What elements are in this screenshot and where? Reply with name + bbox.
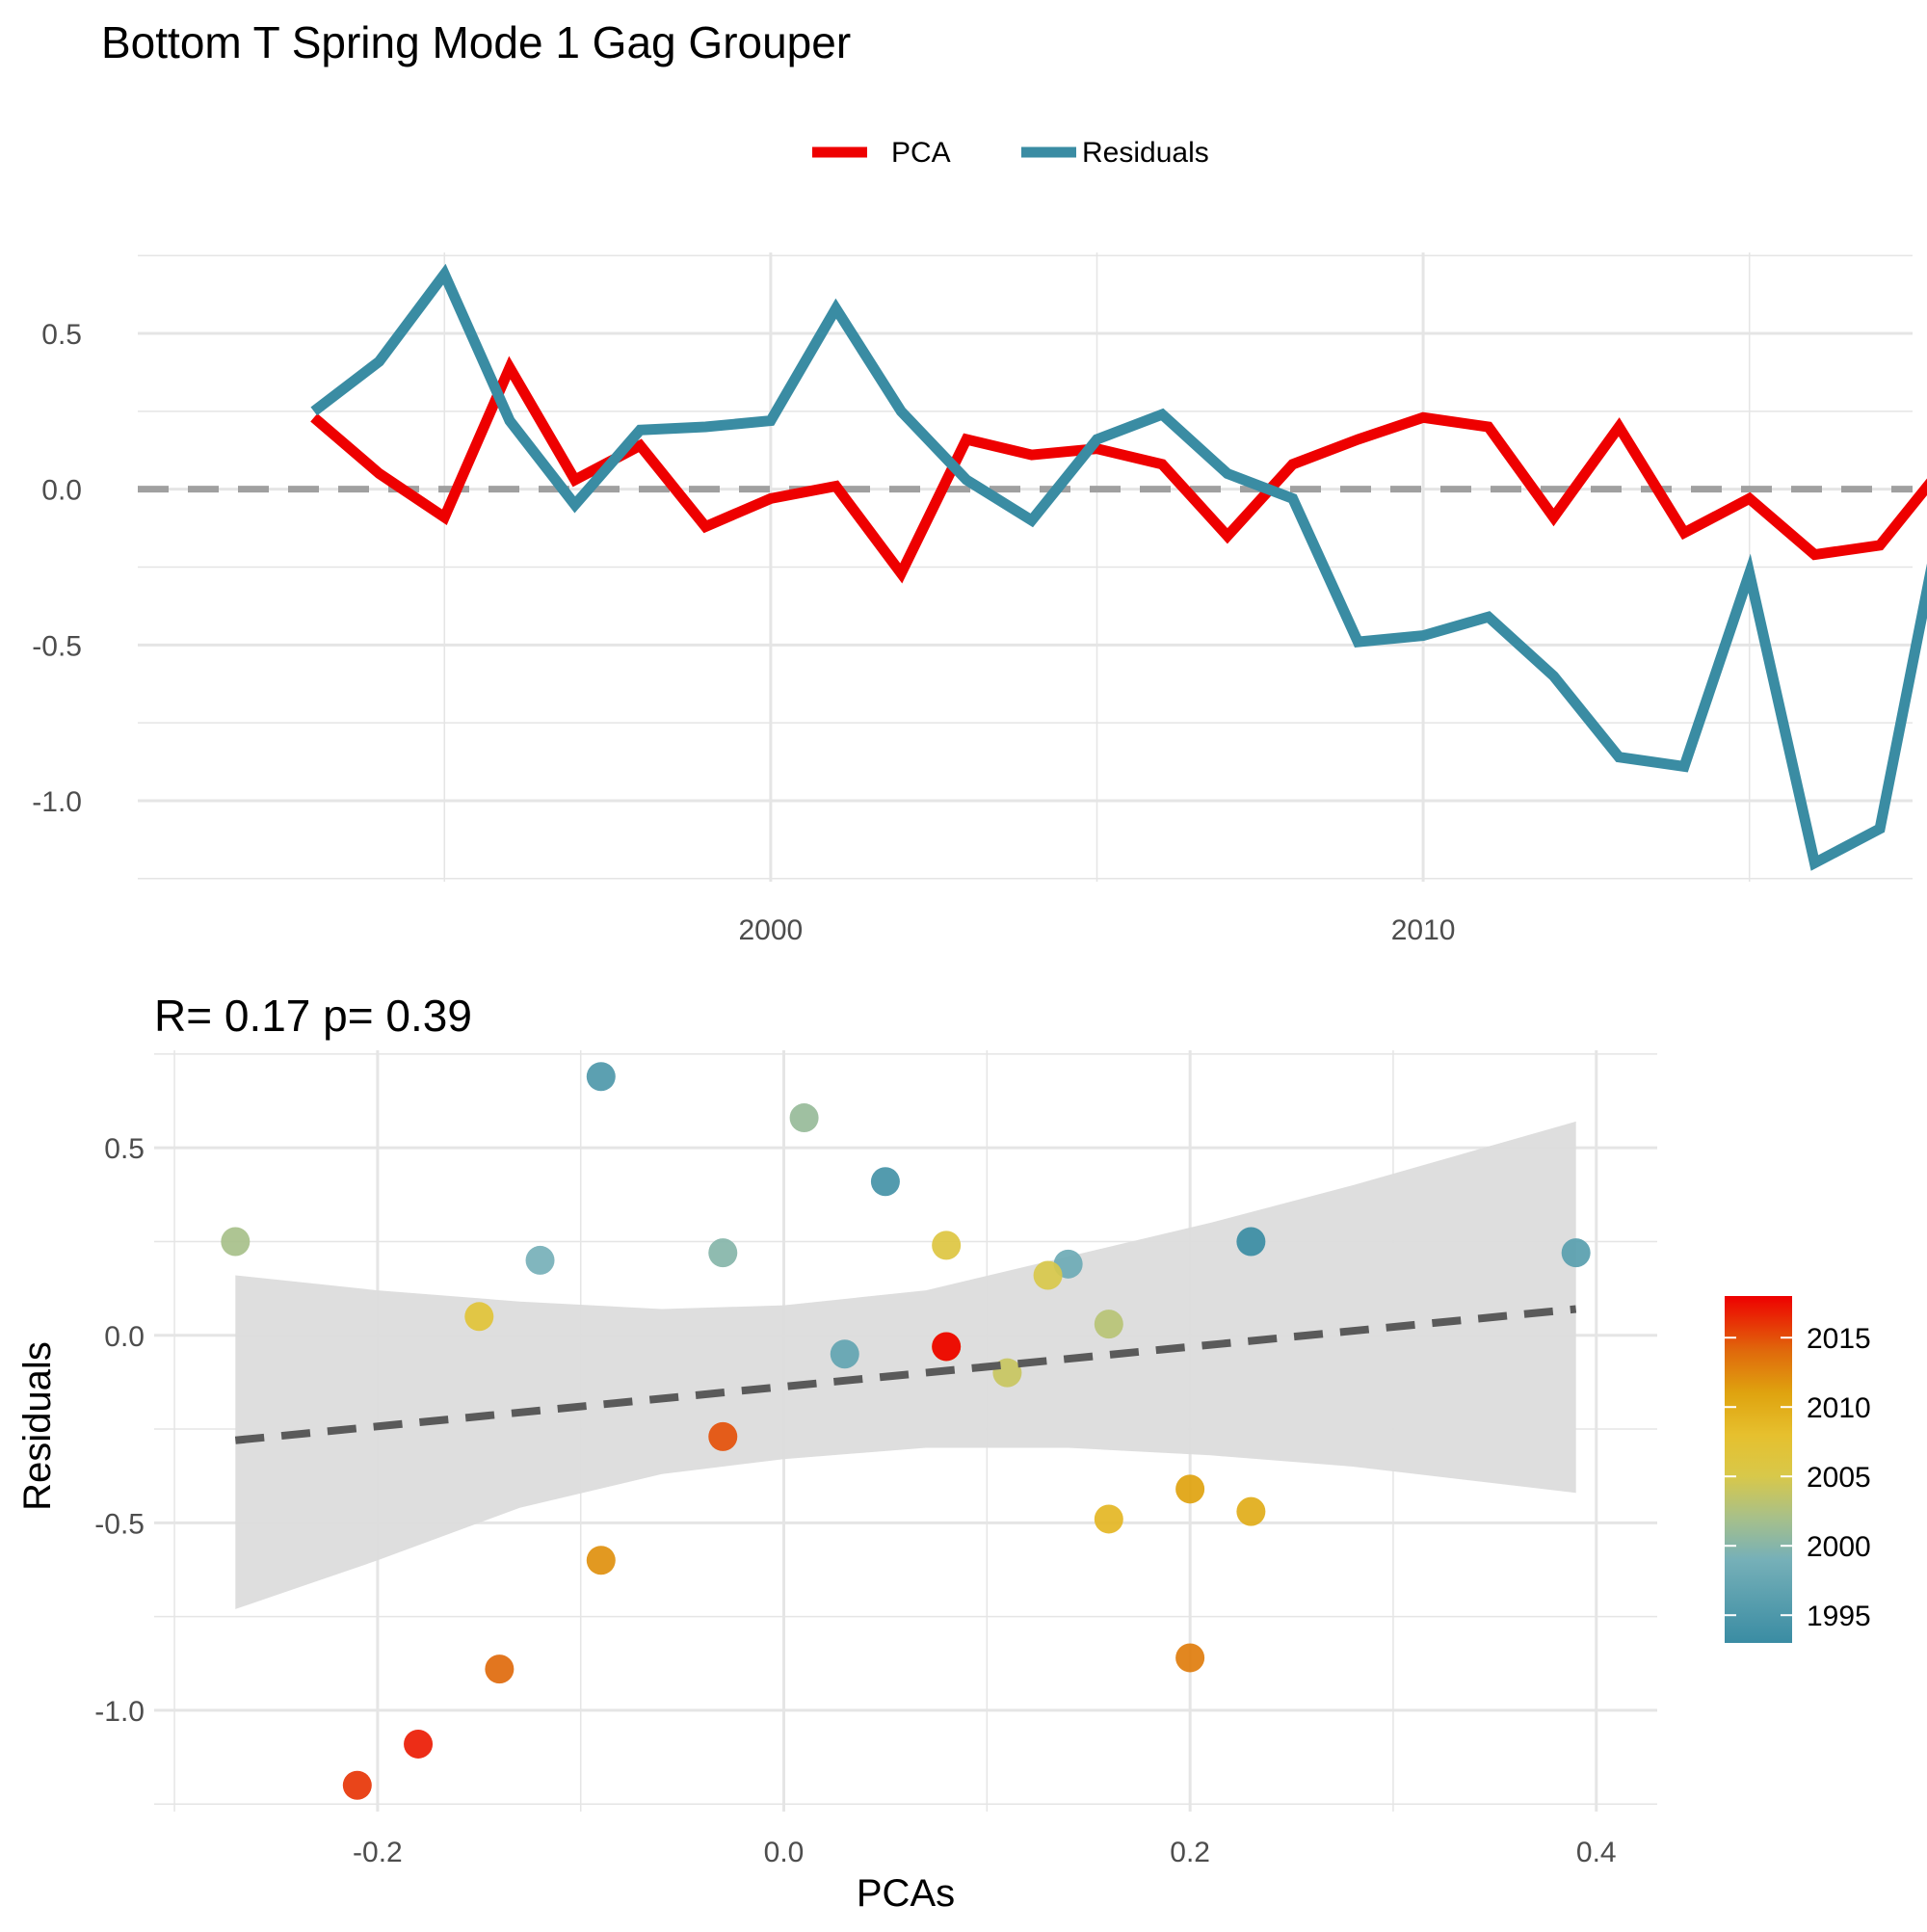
scatter-point: [525, 1245, 555, 1275]
confidence-band: [235, 1121, 1576, 1609]
scatter-point: [1561, 1238, 1591, 1268]
scatter-point: [932, 1231, 962, 1260]
scatter-point: [1175, 1643, 1205, 1673]
scatter-point: [1236, 1496, 1266, 1526]
scatter-point: [1236, 1227, 1266, 1257]
line-y-tick-label: -1.0: [32, 786, 82, 818]
scatter-point: [1094, 1504, 1123, 1534]
scatter-point: [870, 1167, 900, 1197]
scatter-y-tick-label: -1.0: [94, 1696, 145, 1728]
legend-label-pca: PCA: [891, 137, 951, 169]
figure-title: Bottom T Spring Mode 1 Gag Grouper: [101, 17, 851, 67]
legend-label-residuals: Residuals: [1082, 137, 1209, 169]
line-y-tick-label: 0.5: [41, 319, 82, 351]
scatter-y-tick-label: 0.5: [104, 1133, 145, 1165]
scatter-point: [932, 1332, 962, 1362]
line-y-tick-label: 0.0: [41, 475, 82, 507]
scatter-y-axis-title: Residuals: [16, 1341, 59, 1511]
scatter-point: [708, 1238, 738, 1268]
scatter-x-axis-title: PCAs: [857, 1872, 955, 1915]
colorbar-bar: [1725, 1296, 1792, 1643]
line-x-tick-label: 2000: [739, 914, 804, 946]
colorbar: 2015 2010 2005 2000 1995: [1725, 1296, 1871, 1643]
scatter-x-tick-label: 0.4: [1576, 1837, 1617, 1868]
scatter-x-tick-label: -0.2: [353, 1837, 403, 1868]
colorbar-tick-label: 2015: [1807, 1323, 1871, 1355]
scatter-point: [830, 1339, 859, 1369]
scatter-y-tick-label: -0.5: [94, 1508, 145, 1540]
series-line-pca: [310, 356, 1927, 584]
scatter-point: [789, 1103, 819, 1133]
scatter-point: [342, 1770, 372, 1800]
regression-line: [234, 1305, 1577, 1444]
scatter-y-tick-label: 0.0: [104, 1321, 145, 1353]
scatter-point: [1094, 1310, 1123, 1339]
scatter-x-tick-label: 0.2: [1170, 1837, 1210, 1868]
colorbar-tick-label: 1995: [1807, 1601, 1871, 1632]
colorbar-tick-label: 2005: [1807, 1462, 1871, 1494]
line-chart-panel: 0.5 0.0 -0.5 -1.0 2000 2010: [32, 252, 1927, 946]
scatter-point: [1033, 1260, 1063, 1290]
legend: PCA Residuals: [812, 137, 1209, 169]
scatter-point: [404, 1729, 434, 1759]
scatter-point: [221, 1227, 251, 1257]
scatter-point: [708, 1421, 738, 1451]
scatter-point: [485, 1654, 515, 1684]
scatter-point: [464, 1302, 494, 1332]
colorbar-tick-label: 2000: [1807, 1531, 1871, 1563]
scatter-x-tick-label: 0.0: [764, 1837, 805, 1868]
line-y-tick-label: -0.5: [32, 630, 82, 662]
scatter-point: [1175, 1474, 1205, 1504]
scatter-point: [586, 1062, 616, 1092]
scatter-chart-panel: 0.5 0.0 -0.5 -1.0 -0.2 0.0 0.2 0.4: [94, 1050, 1657, 1868]
colorbar-tick-label: 2010: [1807, 1392, 1871, 1424]
scatter-point: [586, 1546, 616, 1575]
line-x-tick-label: 2010: [1391, 914, 1456, 946]
scatter-title: R= 0.17 p= 0.39: [154, 991, 472, 1041]
series-line-residuals: [310, 263, 1927, 871]
